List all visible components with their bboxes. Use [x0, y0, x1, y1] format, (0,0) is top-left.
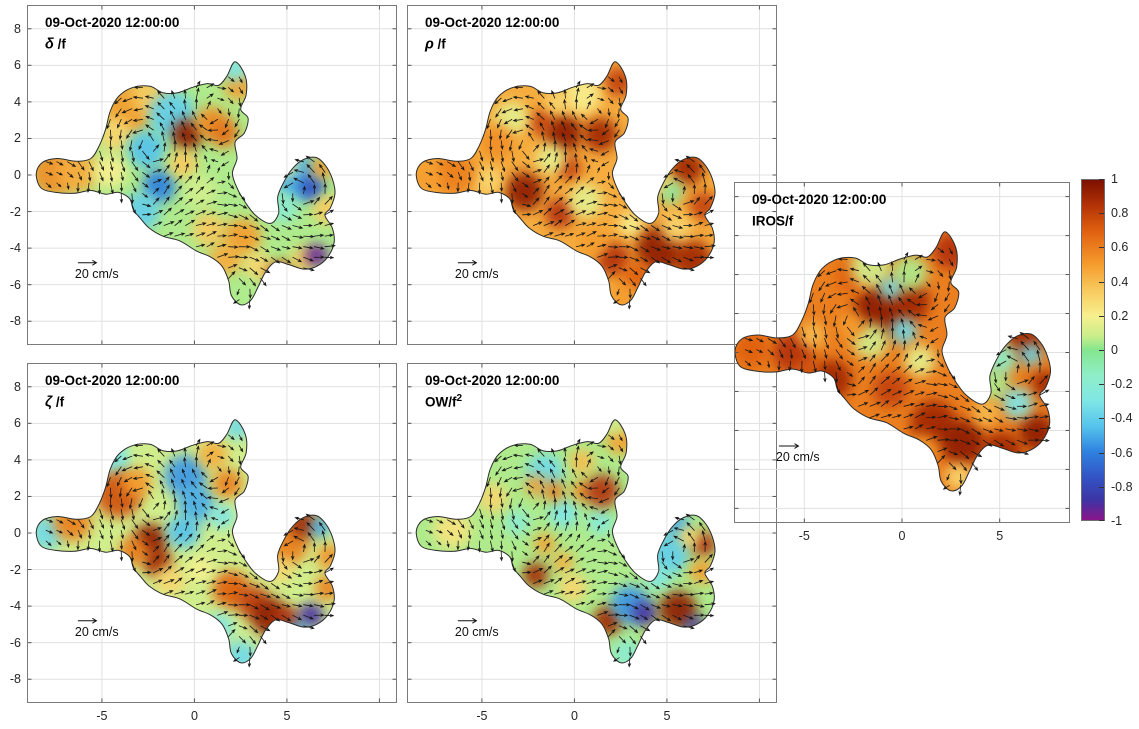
panel-rho-f: 09-Oct-2020 12:00:00 ρ /f 20 cm/s: [407, 5, 777, 345]
panel-iros-f: 09-Oct-2020 12:00:00 IROS/f 20 cm/s: [734, 182, 1070, 523]
y-tick-label: -4: [9, 599, 21, 614]
panel-zeta-f: 09-Oct-2020 12:00:00 ζ /f 20 cm/s: [27, 363, 397, 703]
colorbar-tick: [1099, 452, 1104, 454]
x-tick-label: -5: [798, 529, 810, 543]
y-tick-label: -6: [9, 277, 21, 292]
colorbar-tick: [1099, 520, 1104, 521]
colorbar-tick-label: 0.8: [1111, 206, 1129, 221]
colorbar-tick-label: -0.8: [1111, 479, 1133, 494]
colorbar-tick: [1099, 247, 1104, 249]
quiver-arrows: [45, 76, 336, 310]
quiver-arrows: [45, 434, 336, 668]
x-tick-label: 5: [283, 709, 291, 723]
x-tick-label: 0: [190, 709, 198, 723]
y-tick-label: 0: [14, 168, 21, 182]
y-tick-label: -8: [9, 314, 21, 329]
quiver-arrows: [425, 434, 716, 668]
panel-ow-f2: 09-Oct-2020 12:00:00 OW/f2 20 cm/s: [407, 363, 777, 703]
colorbar-tick: [1099, 350, 1104, 351]
quiver-arrows: [425, 76, 716, 310]
field-plot: [407, 363, 777, 703]
x-tick-label: 5: [996, 529, 1004, 543]
field-plot: [734, 182, 1070, 523]
colorbar-tick-label: -0.4: [1111, 411, 1133, 426]
panel-delta-f: 09-Oct-2020 12:00:00 δ /f 20 cm/s: [27, 5, 397, 345]
colorbar-tick-label: -0.2: [1111, 377, 1133, 392]
y-tick-label: 8: [14, 21, 21, 36]
quiver-arrows: [744, 247, 1052, 496]
y-tick-label: 2: [14, 489, 21, 504]
colorbar-tick: [1099, 213, 1104, 215]
colorbar-tick-label: 0.6: [1111, 240, 1129, 255]
colorbar-tick: [1099, 281, 1104, 283]
y-tick-label: 6: [14, 58, 21, 73]
colorbar: [1081, 179, 1105, 521]
x-tick-label: 0: [898, 529, 906, 543]
x-tick-label: -5: [476, 709, 488, 723]
x-tick-label: 0: [570, 709, 578, 723]
y-tick-label: 2: [14, 131, 21, 146]
colorbar-tick: [1099, 384, 1104, 386]
x-tick-label: -5: [96, 709, 108, 723]
y-tick-label: -8: [9, 672, 21, 687]
colorbar-tick-label: -0.6: [1111, 445, 1133, 460]
colorbar-tick-label: 0: [1111, 343, 1118, 357]
field-plot: [27, 363, 397, 703]
field-plot: [27, 5, 397, 345]
y-tick-label: 8: [14, 379, 21, 394]
y-tick-label: 0: [14, 526, 21, 540]
field-plot: [407, 5, 777, 345]
colorbar-tick-label: 0.4: [1111, 274, 1129, 289]
colorbar-tick: [1099, 418, 1104, 420]
y-tick-label: -2: [9, 562, 21, 577]
colorbar-tick: [1099, 179, 1104, 180]
y-tick-label: -2: [9, 204, 21, 219]
colorbar-tick-label: -1: [1111, 514, 1123, 528]
y-tick-label: -6: [9, 635, 21, 650]
colorbar-tick-label: 1: [1111, 172, 1118, 186]
colorbar-tick: [1099, 315, 1104, 317]
colorbar-tick: [1099, 486, 1104, 488]
y-tick-label: 6: [14, 416, 21, 431]
y-tick-label: 4: [14, 94, 21, 109]
x-tick-label: 5: [663, 709, 671, 723]
colorbar-tick-label: 0.2: [1111, 308, 1129, 323]
y-tick-label: -4: [9, 241, 21, 256]
y-tick-label: 4: [14, 452, 21, 467]
